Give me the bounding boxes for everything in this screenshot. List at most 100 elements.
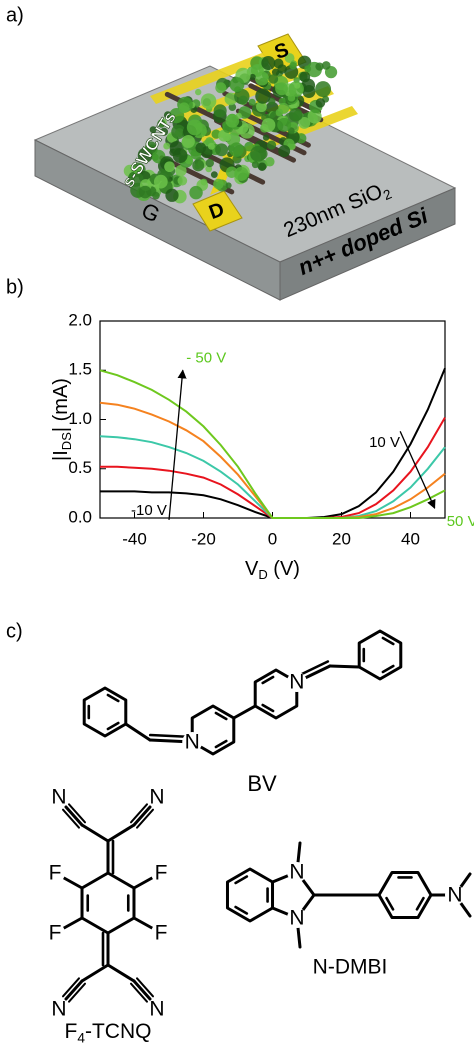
atom-bg	[49, 999, 69, 1019]
nanotube-clump	[213, 104, 227, 118]
atom-label: F	[155, 922, 168, 945]
nanotube-clump	[256, 101, 267, 113]
nanotube-clump	[186, 119, 203, 136]
nanotube-clump	[157, 119, 166, 128]
y-axis-label-main: |I	[50, 450, 72, 461]
nanotube-clump	[249, 73, 256, 81]
atom-label: N	[289, 861, 304, 884]
x-tick-label: -20	[191, 529, 216, 548]
atom-bg	[45, 863, 66, 883]
bond	[232, 704, 257, 720]
nanotube-clump	[234, 166, 249, 181]
nanotube-clump	[250, 145, 267, 162]
bond	[381, 636, 395, 646]
bond	[62, 808, 81, 829]
nanotube-clump	[261, 56, 276, 71]
bond	[106, 693, 120, 703]
nanotube-clump	[218, 130, 227, 138]
nanotube-clump	[298, 116, 311, 129]
nanotube-clump	[215, 143, 229, 157]
nanotube-clump	[195, 142, 207, 154]
nanotube-clump	[289, 61, 297, 70]
nanotube-clump	[228, 103, 237, 111]
bond	[328, 664, 361, 669]
bond	[132, 876, 154, 890]
x-axis-label-tail: (V)	[268, 558, 300, 580]
bond	[132, 979, 152, 1001]
atom-label: N	[447, 884, 462, 907]
nanotube-clump	[248, 98, 256, 106]
ring	[82, 686, 128, 738]
bond	[132, 805, 152, 827]
x-axis-label-main: V	[245, 558, 259, 580]
nanotube-clump	[294, 82, 301, 89]
x-axis-label-sub: D	[258, 567, 267, 582]
panel-label: a)	[6, 4, 24, 26]
series-line	[99, 369, 446, 519]
nanotube-clump	[304, 65, 312, 73]
nanotube-clump	[149, 126, 157, 134]
nanotube-clump	[127, 171, 144, 187]
molecule-name-main: F	[65, 1020, 78, 1043]
nanotube-clump	[229, 142, 244, 157]
nanotube-clump	[288, 107, 303, 122]
nanotube-clump	[264, 156, 275, 167]
nanotube-clump	[138, 185, 152, 199]
nanotube-clump	[251, 161, 259, 169]
nanotube-clump	[165, 188, 179, 202]
nanotube-clump	[229, 77, 245, 92]
atom-label: N	[149, 786, 164, 809]
nanotube-clump	[210, 171, 218, 178]
atom-bg	[45, 923, 66, 943]
nanotube-clump	[299, 71, 311, 83]
atom-label: N	[51, 998, 66, 1021]
annotation: - 50 V	[186, 349, 226, 366]
y-tick-label: 1.5	[68, 360, 92, 379]
atom-bg	[287, 908, 307, 928]
nanotube-clump	[171, 124, 186, 140]
atom-bg	[287, 862, 307, 882]
nanotube-clump	[244, 141, 254, 152]
arrow	[168, 369, 187, 521]
device	[123, 33, 358, 232]
nanotube-clump	[267, 140, 277, 150]
bond	[62, 916, 84, 930]
nanotube-clump	[169, 108, 185, 124]
y-tick-label: 0.0	[68, 507, 92, 526]
y-axis-label-tail: | (mA)	[50, 378, 72, 432]
nanotube-clump	[175, 164, 187, 177]
nanotube-clump	[172, 148, 188, 164]
drain-pad	[192, 190, 243, 232]
atom-label: N	[289, 671, 304, 694]
bond	[106, 721, 120, 731]
bond	[130, 982, 149, 1003]
nanotube-clump	[268, 97, 276, 105]
atom-bg	[286, 672, 307, 692]
nanotube-clump	[278, 145, 291, 158]
atom-bg	[182, 732, 203, 752]
molecule-name-sub: 4	[77, 1030, 85, 1045]
ring	[80, 871, 136, 935]
nanotube-clump	[177, 175, 188, 186]
atom-bg	[445, 885, 465, 905]
bond	[261, 675, 275, 685]
nanotube-clump	[268, 74, 279, 84]
atom-label: N	[51, 786, 66, 809]
atom-label: N	[185, 731, 200, 754]
nanotube-clump	[213, 178, 224, 190]
atom-bg	[150, 863, 171, 883]
y-tick-label: 2.0	[68, 310, 92, 329]
bond	[67, 803, 86, 824]
nanotube-clump	[164, 161, 175, 173]
nanotube-clump	[321, 61, 331, 70]
bond	[106, 823, 136, 843]
nanotube-clump	[284, 53, 295, 63]
nanotube-clump	[232, 154, 242, 164]
nanotube-clump	[181, 134, 195, 149]
atom-bg	[147, 787, 167, 807]
ring	[357, 629, 403, 681]
nanotube-clump	[215, 82, 227, 94]
bond	[135, 977, 154, 998]
bond	[80, 963, 110, 983]
